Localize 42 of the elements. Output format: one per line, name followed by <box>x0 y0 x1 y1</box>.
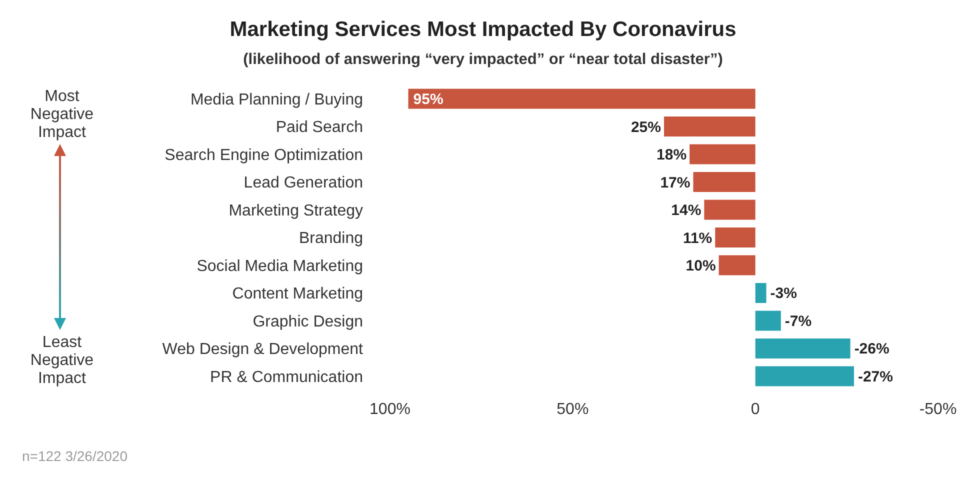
y-tick-label: Web Design & Development <box>162 341 364 358</box>
data-label: -3% <box>770 285 797 302</box>
y-tick-label: Lead Generation <box>244 174 363 192</box>
data-label: 17% <box>660 174 690 192</box>
x-tick-label: -50% <box>919 401 957 418</box>
bar <box>693 172 756 192</box>
bar <box>408 88 756 109</box>
data-label: 95% <box>413 91 444 108</box>
chart-subtitle: (likelihood of answering “very impacted” or “near total disaster”) <box>243 51 723 68</box>
data-label: -26% <box>854 340 890 358</box>
y-tick-label: Branding <box>298 230 363 248</box>
text: n=122 3/26/2020 <box>22 448 128 464</box>
bar <box>755 310 781 331</box>
y-tick-label: Media Planning / Buying <box>190 91 363 108</box>
bar <box>704 200 756 220</box>
bar <box>718 255 756 276</box>
y-tick-label: Paid Search <box>276 119 363 136</box>
y-tick-label: PR & Communication <box>210 368 363 386</box>
x-tick-label: 50% <box>556 401 589 418</box>
bar <box>755 283 766 303</box>
data-label: 25% <box>630 118 661 136</box>
x-tick-label: 100% <box>370 401 410 418</box>
bar <box>690 144 756 164</box>
bar <box>755 366 854 386</box>
y-tick-label: Social Media Marketing <box>196 258 363 275</box>
data-label: -7% <box>784 312 812 330</box>
bar <box>664 116 756 136</box>
bar <box>755 338 850 358</box>
data-label: -27% <box>858 368 894 386</box>
y-tick-label: Marketing Strategy <box>228 202 363 220</box>
chart-title: Marketing Services Most Impacted By Coronavirus <box>230 18 736 41</box>
y-tick-label: Search Engine Optimization <box>164 146 363 164</box>
y-tick-label: Graphic Design <box>252 313 363 330</box>
data-label: 18% <box>656 146 687 164</box>
data-label: 11% <box>682 230 712 247</box>
data-label: 14% <box>671 202 702 220</box>
y-tick-label: Content Marketing <box>232 286 363 303</box>
text: Most Negative Impact <box>30 88 94 141</box>
data-label: 10% <box>686 257 716 274</box>
bar <box>715 228 756 248</box>
x-tick-label: 0 <box>750 401 760 418</box>
text: Least Negative Impact <box>30 334 94 387</box>
